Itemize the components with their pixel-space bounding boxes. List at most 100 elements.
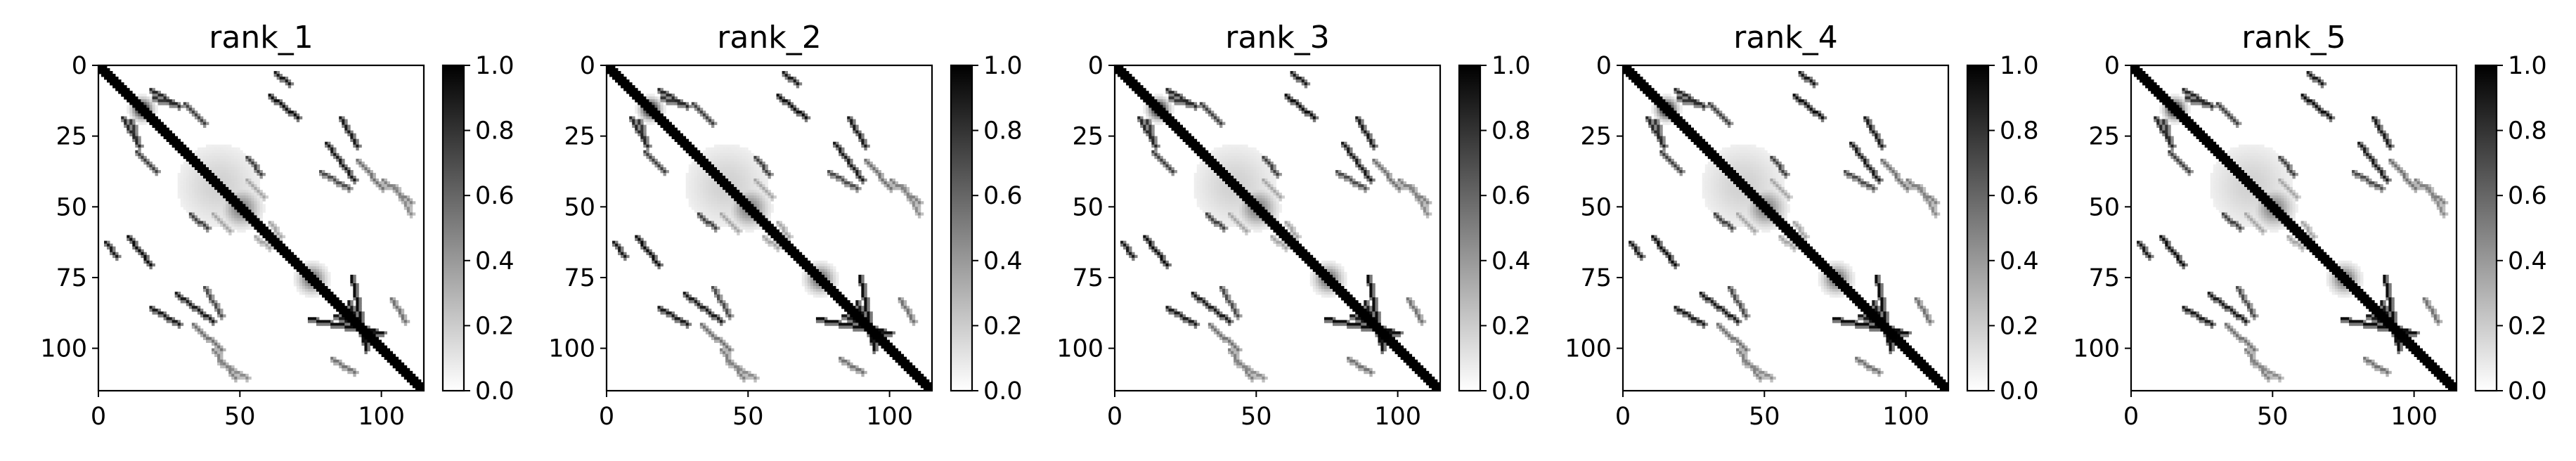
heatmap-cell (635, 127, 638, 131)
heatmap-cell (694, 209, 698, 213)
heatmap-cell (217, 193, 221, 196)
heatmap-cell (858, 309, 862, 312)
heatmap-cell (149, 108, 153, 111)
heatmap-cell (251, 181, 254, 185)
heatmap-cell (143, 105, 147, 108)
heatmap-cell (259, 240, 263, 244)
heatmap-cell (753, 215, 757, 219)
heatmap-cell (618, 246, 621, 250)
heatmap-cell (841, 317, 845, 320)
heatmap-cell (217, 204, 221, 207)
heatmap-cell (191, 198, 195, 202)
heatmap-cell (725, 158, 729, 162)
heatmap-cell (98, 65, 102, 69)
heatmap-cell (237, 150, 240, 154)
heatmap-cell (742, 195, 746, 199)
heatmap-cell (1129, 74, 1132, 77)
heatmap-cell (914, 368, 919, 372)
heatmap-cell (739, 368, 743, 372)
heatmap-cell (898, 359, 902, 363)
heatmap-cell (680, 136, 684, 140)
heatmap-cell (237, 221, 240, 224)
heatmap-cell (212, 337, 215, 340)
heatmap-cell (629, 119, 633, 122)
heatmap-cell (751, 215, 754, 219)
heatmap-cell (183, 181, 187, 185)
heatmap-cell (1129, 82, 1132, 86)
heatmap-cell (1352, 155, 1356, 160)
heatmap-cell (220, 345, 224, 349)
heatmap-cell (1208, 155, 1212, 160)
heatmap-cell (1219, 122, 1223, 125)
heatmap-cell (183, 195, 187, 199)
heatmap-cell (737, 204, 740, 207)
heatmap-cell (205, 195, 209, 199)
heatmap-cell (782, 99, 785, 103)
heatmap-cell (637, 122, 641, 125)
heatmap-cell (643, 127, 647, 131)
heatmap-cell (748, 190, 751, 193)
heatmap-cell (753, 201, 757, 204)
heatmap-cell (183, 167, 187, 171)
heatmap-cell (1182, 127, 1186, 131)
heatmap-cell (401, 311, 405, 315)
heatmap-cell (751, 223, 754, 227)
heatmap-cell (1168, 116, 1172, 119)
heatmap-cell (728, 198, 732, 202)
heatmap-cell (864, 303, 867, 306)
heatmap-cell (194, 110, 198, 114)
heatmap-cell (392, 306, 396, 309)
heatmap-cell (401, 373, 405, 377)
heatmap-cell (228, 215, 232, 219)
heatmap-cell (205, 215, 209, 219)
heatmap-cell (798, 254, 803, 259)
heatmap-cell (254, 178, 257, 182)
heatmap-cell (353, 323, 356, 326)
heatmap-cell (668, 102, 672, 105)
heatmap-cell (339, 362, 342, 366)
heatmap-cell (344, 122, 348, 125)
heatmap-cell (841, 176, 845, 179)
heatmap-cell (685, 195, 690, 199)
heatmap-cell (180, 181, 184, 185)
heatmap-cell (234, 379, 238, 383)
heatmap-cell (765, 226, 768, 230)
heatmap-cell (844, 155, 848, 160)
heatmap-cell (1239, 158, 1243, 162)
heatmap-cell (358, 306, 362, 309)
heatmap-cell (717, 314, 720, 318)
heatmap-cell (205, 339, 209, 343)
heatmap-cell (685, 105, 690, 108)
heatmap-cell (878, 334, 881, 337)
heatmap-cell (632, 96, 635, 100)
heatmap-cell (1364, 133, 1367, 137)
heatmap-cell (115, 254, 119, 259)
heatmap-cell (1123, 71, 1127, 74)
heatmap-cell (1143, 127, 1146, 131)
heatmap-cell (654, 254, 658, 259)
heatmap-cell (183, 161, 187, 165)
heatmap-cell (1262, 167, 1265, 171)
heatmap-cell (864, 286, 867, 290)
heatmap-cell (739, 365, 743, 369)
heatmap-cell (234, 215, 238, 219)
heatmap-cell (844, 158, 848, 162)
heatmap-cell (861, 292, 865, 295)
heatmap-cell (742, 178, 746, 182)
heatmap-cell (336, 297, 339, 301)
heatmap-cell (231, 226, 235, 230)
heatmap-cell (821, 292, 825, 295)
heatmap-cell (759, 169, 763, 174)
heatmap-cell (635, 91, 638, 94)
heatmap-cell (149, 110, 153, 114)
heatmap-cell (1253, 155, 1257, 160)
heatmap-cell (1245, 161, 1248, 165)
heatmap-cell (209, 164, 212, 168)
heatmap-cell (353, 283, 356, 287)
heatmap-cell (166, 133, 170, 137)
heatmap-cell (268, 249, 271, 253)
heatmap-cell (663, 172, 666, 176)
heatmap-cell (753, 167, 757, 171)
heatmap-cell (753, 226, 757, 230)
